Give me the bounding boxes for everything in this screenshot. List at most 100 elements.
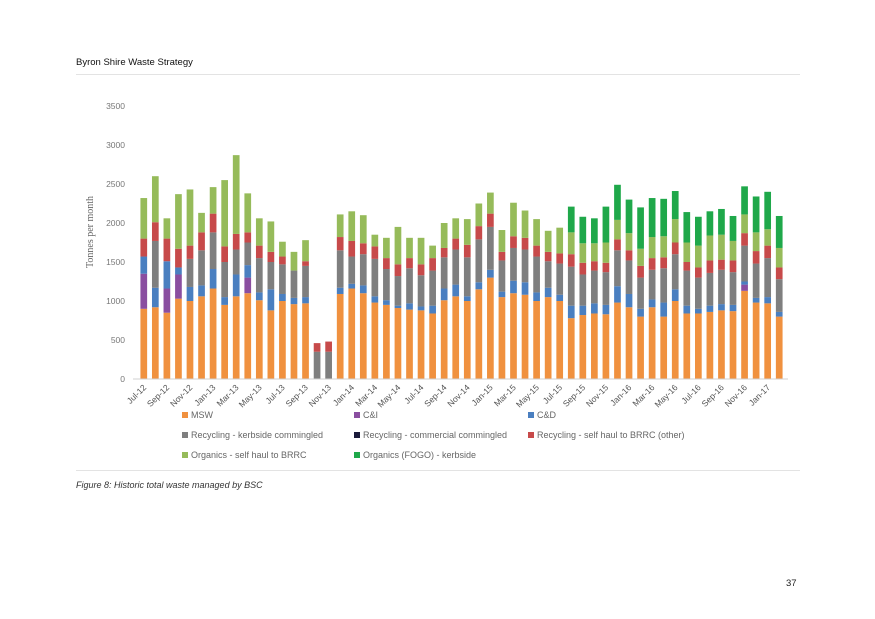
- y-tick-label: 1500: [106, 257, 125, 267]
- bar-segment: [394, 308, 402, 379]
- bar-segment: [290, 270, 298, 298]
- bar-segment: [602, 314, 610, 379]
- bar-segment: [371, 258, 379, 297]
- bar-segment: [660, 198, 668, 237]
- bar-segment: [209, 232, 217, 270]
- legend-swatch: [182, 432, 188, 438]
- bar-segment: [255, 245, 263, 259]
- bar-segment: [579, 243, 587, 263]
- bar-stack: [313, 343, 321, 379]
- bar-segment: [764, 191, 772, 230]
- bar-segment: [729, 215, 737, 241]
- bar-segment: [417, 237, 425, 265]
- bar-segment: [706, 235, 714, 261]
- bar-segment: [394, 226, 402, 265]
- bar-segment: [336, 237, 344, 251]
- bar-segment: [637, 316, 644, 379]
- x-tick-label: Mar-14: [353, 382, 379, 408]
- bar-segment: [290, 304, 298, 379]
- bar-stack: [706, 211, 714, 379]
- bar-segment: [729, 260, 737, 273]
- y-tick-label: 0: [120, 374, 125, 384]
- x-tick-label: Sep-15: [561, 382, 588, 409]
- bar-segment: [648, 269, 656, 300]
- bar-segment: [151, 307, 159, 379]
- x-tick-label: Nov-14: [445, 382, 472, 409]
- bar-segment: [186, 301, 194, 379]
- bar-segment: [406, 303, 413, 310]
- bar-segment: [625, 233, 633, 251]
- bar-segment: [567, 232, 575, 255]
- bar-stack: [498, 230, 506, 379]
- bar-stack: [406, 237, 413, 379]
- legend-label: Recycling - kerbside commingled: [191, 430, 323, 440]
- bar-segment: [475, 226, 483, 240]
- bar-segment: [683, 212, 691, 243]
- bar-segment: [371, 246, 379, 259]
- bar-segment: [752, 196, 760, 233]
- bar-stack: [625, 199, 633, 379]
- bar-segment: [163, 288, 171, 313]
- bar-segment: [695, 277, 702, 309]
- bar-segment: [741, 233, 748, 246]
- bar-stack: [475, 203, 483, 379]
- bar-stack: [602, 206, 610, 379]
- bar-segment: [567, 305, 575, 319]
- bar-segment: [198, 212, 205, 233]
- bar-segment: [614, 302, 621, 379]
- bar-stack: [695, 216, 702, 379]
- bar-stack: [729, 215, 737, 379]
- bar-segment: [487, 226, 494, 270]
- bar-segment: [591, 270, 598, 304]
- bar-segment: [232, 155, 240, 234]
- bar-segment: [359, 285, 367, 294]
- bar-segment: [394, 276, 402, 306]
- bar-segment: [186, 286, 194, 301]
- bar-segment: [671, 191, 679, 220]
- bar-segment: [637, 265, 644, 278]
- bar-segment: [417, 275, 425, 307]
- bar-segment: [151, 176, 159, 223]
- bar-segment: [452, 218, 460, 239]
- bar-segment: [383, 237, 390, 259]
- legend-item: Organics (FOGO) - kerbside: [354, 450, 476, 460]
- bar-segment: [475, 282, 483, 290]
- bar-segment: [729, 304, 737, 312]
- legend-label: Recycling - self haul to BRRC (other): [537, 430, 685, 440]
- bar-segment: [336, 250, 344, 288]
- bar-segment: [567, 254, 575, 267]
- bar-segment: [648, 198, 656, 238]
- legend: MSW C&I C&D Recycling - kerbside commingled…: [182, 410, 685, 460]
- x-tick-label: Mar-16: [630, 382, 656, 408]
- x-tick-label: Sep-12: [145, 382, 172, 409]
- bar-segment: [614, 184, 621, 220]
- bar-segment: [348, 256, 356, 284]
- bar-segment: [567, 206, 575, 233]
- bar-segment: [244, 193, 252, 233]
- bar-stack: [440, 223, 448, 379]
- bar-segment: [498, 260, 506, 292]
- bar-segment: [614, 219, 621, 240]
- bar-stack: [279, 241, 286, 379]
- bar-segment: [544, 287, 552, 298]
- bar-segment: [660, 302, 668, 317]
- bar-segment: [533, 219, 540, 246]
- bar-segment: [140, 256, 148, 274]
- legend-label: Organics - self haul to BRRC: [191, 450, 307, 460]
- bar-segment: [163, 261, 171, 289]
- bar-segment: [186, 189, 194, 246]
- bar-segment: [729, 272, 737, 305]
- legend-label: MSW: [191, 410, 214, 420]
- bar-stack: [336, 214, 344, 379]
- bar-segment: [741, 245, 748, 282]
- x-tick-label: May-16: [653, 382, 680, 409]
- bar-segment: [591, 218, 598, 244]
- page-number: 37: [786, 578, 797, 589]
- bar-stack: [533, 219, 540, 379]
- bar-stack: [255, 218, 263, 379]
- bar-segment: [741, 214, 748, 234]
- bar-segment: [383, 300, 390, 305]
- bar-segment: [683, 305, 691, 314]
- bar-stack: [209, 187, 217, 379]
